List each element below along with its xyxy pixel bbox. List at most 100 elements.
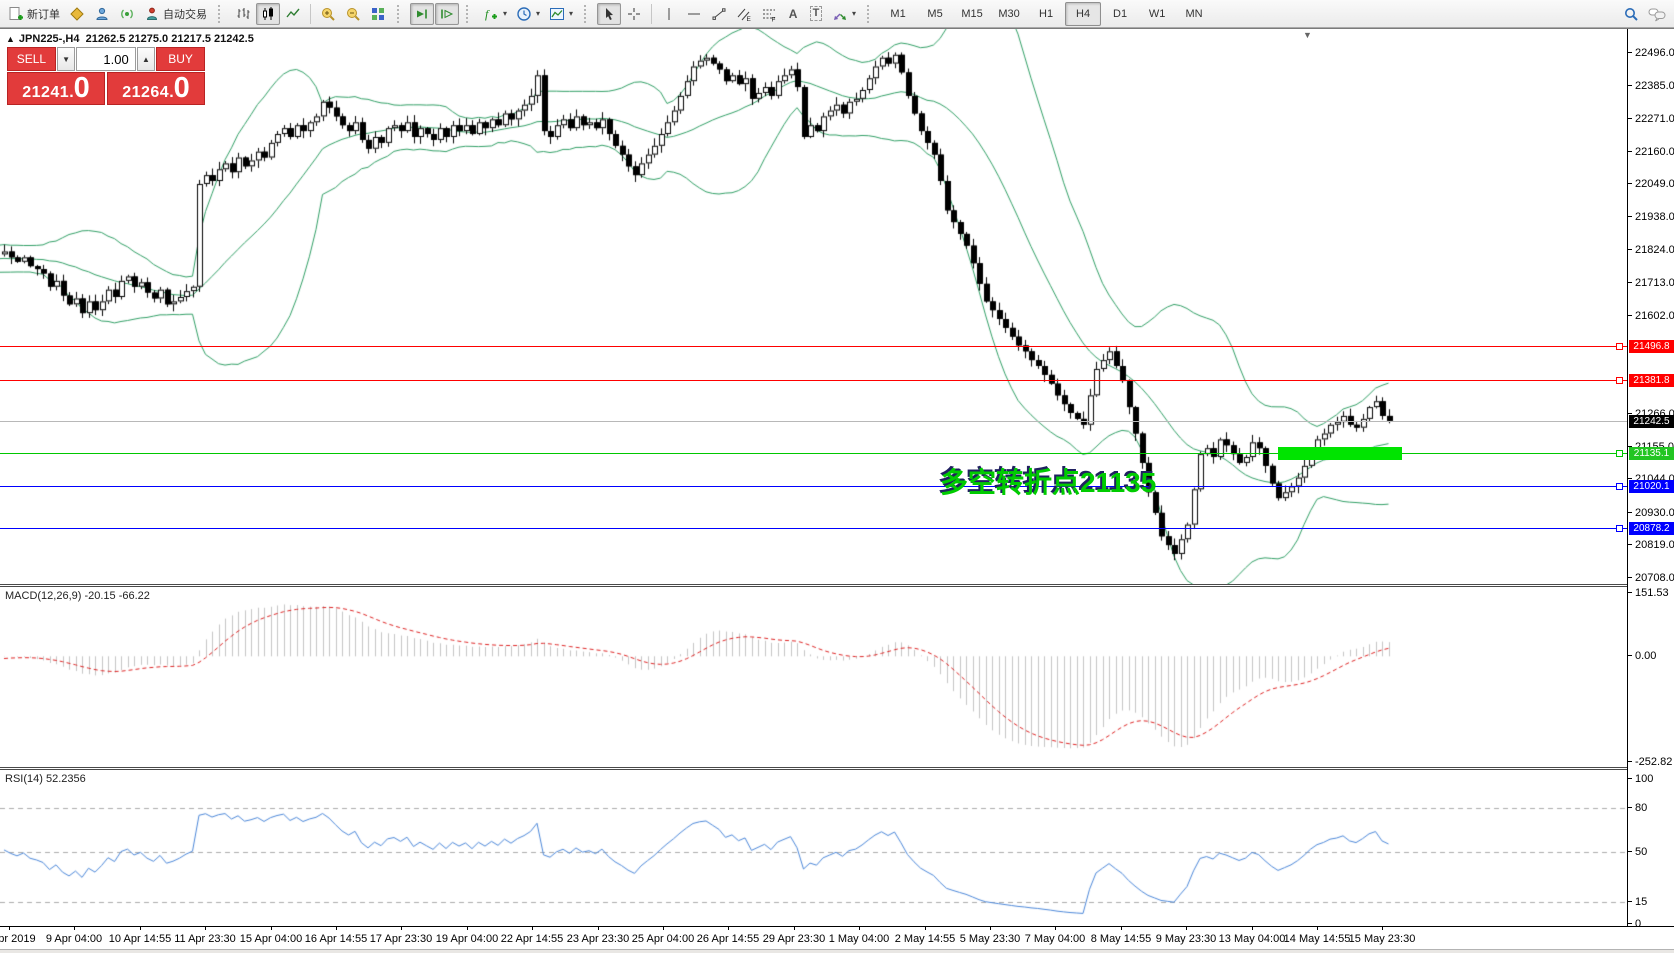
clock-icon	[516, 6, 532, 22]
text-tool-button[interactable]: A	[782, 3, 804, 25]
trendline-icon	[711, 6, 727, 22]
collapse-triangle-icon[interactable]: ▲	[6, 34, 15, 44]
new-order-button[interactable]: 新订单	[4, 3, 64, 25]
community-button[interactable]	[90, 3, 114, 25]
templates-dropdown-caret[interactable]: ▾	[569, 9, 574, 18]
pivot-annotation-text[interactable]: 多空转折点21135	[940, 467, 1157, 498]
text-label-tool-button[interactable]: T	[805, 3, 827, 25]
arrows-dropdown-caret[interactable]: ▾	[852, 9, 857, 18]
volume-input[interactable]: 1.00	[76, 47, 136, 71]
date-axis-tick	[1186, 926, 1187, 930]
timeframe-button-h1[interactable]: H1	[1039, 7, 1054, 20]
volume-decrease-button[interactable]: ▼	[56, 47, 76, 71]
date-axis-tick	[1382, 926, 1383, 930]
panel-separator[interactable]	[0, 767, 1674, 770]
indicators-icon: f	[483, 6, 499, 22]
timeframe-button-m30[interactable]: M30	[998, 7, 1020, 20]
timeframe-button-h4[interactable]: H4	[1065, 1, 1102, 26]
vertical-line-tool-button[interactable]	[657, 3, 681, 25]
toolbar-grip	[584, 4, 592, 23]
arrows-tool-button[interactable]: ▾	[828, 3, 860, 25]
periods-button[interactable]: ▾	[512, 3, 544, 25]
price-label-pivot-line: 21135.1	[1629, 447, 1674, 460]
indicators-dropdown-caret[interactable]: ▾	[503, 9, 508, 18]
svg-text:E: E	[747, 16, 752, 22]
line-chart-button[interactable]	[281, 3, 305, 25]
date-axis-tick	[859, 926, 860, 930]
metaeditor-icon	[69, 6, 85, 22]
date-axis-label: 23 Apr 23:30	[566, 933, 630, 945]
templates-button[interactable]: ▾	[545, 3, 577, 25]
price-axis-tick: 21713.0	[1628, 277, 1674, 289]
scroll-to-end-marker[interactable]: ▼	[1303, 30, 1312, 40]
horizontal-line-support-2[interactable]	[0, 525, 1627, 532]
chart-shift-button[interactable]	[435, 2, 459, 25]
crosshair-button[interactable]	[622, 3, 646, 25]
line-handle-marker[interactable]	[1616, 450, 1623, 457]
equidistant-channel-tool-button[interactable]: E	[732, 3, 756, 25]
sell-price-display[interactable]: 21241. 0	[7, 72, 105, 105]
timeframe-button-m15[interactable]: M15	[961, 7, 983, 20]
timeframe-button-d1[interactable]: D1	[1113, 7, 1128, 20]
fibonacci-tool-button[interactable]: F	[757, 3, 781, 25]
timeframe-button-m1[interactable]: M1	[890, 7, 906, 20]
zoom-out-button[interactable]	[341, 3, 365, 25]
buy-price-main: 21264	[122, 84, 170, 101]
line-handle-marker[interactable]	[1616, 343, 1623, 350]
buy-price-big-digit: 0	[173, 72, 190, 104]
date-axis-tick	[728, 926, 729, 930]
chat-button[interactable]	[1644, 3, 1670, 25]
main-price-chart-canvas[interactable]	[0, 29, 1627, 584]
line-handle-marker[interactable]	[1616, 377, 1623, 384]
chart-template-icon	[549, 6, 565, 22]
line-handle-marker[interactable]	[1616, 483, 1623, 490]
zoom-in-button[interactable]	[316, 3, 340, 25]
periods-dropdown-caret[interactable]: ▾	[536, 9, 541, 18]
macd-indicator-canvas[interactable]	[0, 588, 1627, 767]
buy-price-display[interactable]: 21264. 0	[107, 72, 205, 105]
volume-increase-button[interactable]: ▲	[136, 47, 156, 71]
horizontal-line-resistance-2[interactable]	[0, 377, 1627, 384]
bar-chart-button[interactable]	[231, 3, 255, 25]
horizontal-line-pivot-line[interactable]	[0, 450, 1627, 457]
signals-icon	[119, 6, 135, 22]
highlight-rectangle-object[interactable]	[1278, 447, 1402, 460]
date-axis-tick	[532, 926, 533, 930]
sell-price-dot: .	[69, 84, 74, 101]
metaeditor-button[interactable]	[65, 3, 89, 25]
tile-windows-button[interactable]	[366, 3, 390, 25]
autotrading-button[interactable]: 自动交易	[140, 3, 211, 25]
timeframe-button-m5[interactable]: M5	[927, 7, 943, 20]
trendline-tool-button[interactable]	[707, 3, 731, 25]
panel-separator[interactable]	[0, 584, 1674, 587]
auto-scroll-button[interactable]	[410, 2, 434, 25]
date-axis-tick	[1055, 926, 1056, 930]
price-label-support-1: 21020.1	[1629, 480, 1674, 493]
rsi-axis-tick: 15	[1628, 896, 1647, 908]
rsi-indicator-canvas[interactable]	[0, 771, 1627, 926]
date-axis-label: 26 Apr 14:55	[696, 933, 760, 945]
timeframe-button-mn[interactable]: MN	[1185, 7, 1203, 20]
buy-button[interactable]: BUY	[156, 47, 205, 71]
cursor-button[interactable]	[597, 2, 622, 25]
search-button[interactable]	[1619, 3, 1643, 25]
sell-button[interactable]: SELL	[7, 47, 56, 71]
price-axis-tick: 22271.0	[1628, 113, 1674, 125]
auto-scroll-icon	[414, 6, 430, 22]
candlestick-chart-button[interactable]	[256, 2, 280, 25]
timeframe-button-w1[interactable]: W1	[1148, 7, 1166, 20]
timeframe-button-group: M1 M5 M15 M30 H1 H4 D1 W1 MN	[880, 1, 1212, 26]
new-order-label: 新订单	[27, 8, 60, 21]
horizontal-line-tool-button[interactable]	[682, 3, 706, 25]
horizontal-line-resistance-1[interactable]	[0, 343, 1627, 350]
indicators-button[interactable]: f ▾	[479, 3, 511, 25]
rsi-axis-tick: 50	[1628, 846, 1647, 858]
price-axis-tick: 21824.0	[1628, 244, 1674, 256]
line-handle-marker[interactable]	[1616, 525, 1623, 532]
horizontal-line-bid-price-line[interactable]	[0, 421, 1627, 422]
horizontal-line-support-1[interactable]	[0, 483, 1627, 490]
signals-button[interactable]	[115, 3, 139, 25]
date-axis-tick	[1317, 926, 1318, 930]
